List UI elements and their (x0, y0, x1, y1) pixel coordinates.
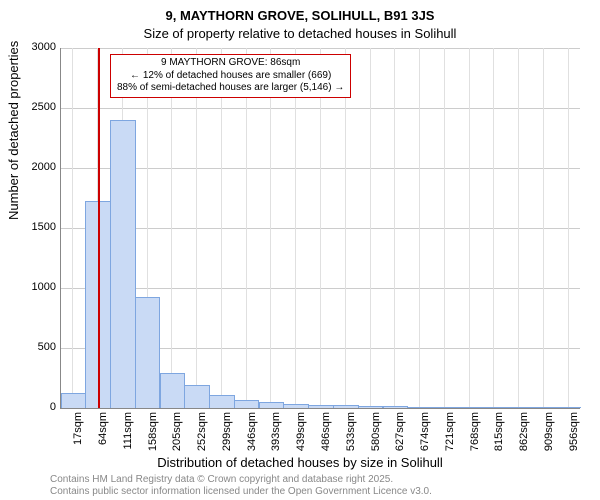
gridline-v (469, 48, 470, 408)
x-tick: 17sqm (72, 412, 73, 452)
x-tick: 439sqm (295, 412, 296, 452)
histogram-bar (234, 400, 260, 408)
gridline-v (419, 48, 420, 408)
x-axis-label: Distribution of detached houses by size … (0, 455, 600, 470)
y-axis-label: Number of detached properties (6, 41, 21, 220)
chart-area: 05001000150020002500300017sqm64sqm111sqm… (60, 48, 580, 408)
x-tick: 252sqm (196, 412, 197, 452)
x-tick: 533sqm (345, 412, 346, 452)
gridline-v (72, 48, 73, 408)
reference-line (98, 48, 100, 408)
title-subtitle: Size of property relative to detached ho… (0, 26, 600, 41)
gridline-v (394, 48, 395, 408)
gridline-v (568, 48, 569, 408)
gridline-v (221, 48, 222, 408)
gridline-v (444, 48, 445, 408)
x-tick: 674sqm (419, 412, 420, 452)
histogram-bar (209, 395, 235, 408)
footer-line-1: Contains HM Land Registry data © Crown c… (50, 474, 432, 486)
x-tick: 909sqm (543, 412, 544, 452)
annot-line: ← 12% of detached houses are smaller (66… (117, 70, 344, 83)
x-tick: 627sqm (394, 412, 395, 452)
gridline-v (345, 48, 346, 408)
gridline-v (320, 48, 321, 408)
annotation-box: 9 MAYTHORN GROVE: 86sqm← 12% of detached… (110, 54, 351, 98)
x-tick: 815sqm (493, 412, 494, 452)
y-tick: 0 (20, 401, 56, 413)
y-tick: 2500 (20, 101, 56, 113)
histogram-bar (61, 393, 87, 408)
gridline-v (518, 48, 519, 408)
x-tick: 580sqm (370, 412, 371, 452)
x-tick: 64sqm (97, 412, 98, 452)
y-tick: 2000 (20, 161, 56, 173)
x-tick: 956sqm (568, 412, 569, 452)
footer-credits: Contains HM Land Registry data © Crown c… (50, 474, 432, 498)
x-tick: 768sqm (469, 412, 470, 452)
x-tick: 393sqm (270, 412, 271, 452)
annot-line: 88% of semi-detached houses are larger (… (117, 82, 344, 95)
title-address: 9, MAYTHORN GROVE, SOLIHULL, B91 3JS (0, 8, 600, 23)
histogram-bar (160, 373, 186, 408)
footer-line-2: Contains public sector information licen… (50, 486, 432, 498)
x-tick: 158sqm (147, 412, 148, 452)
y-tick: 3000 (20, 41, 56, 53)
gridline-v (171, 48, 172, 408)
x-tick: 299sqm (221, 412, 222, 452)
x-tick: 346sqm (246, 412, 247, 452)
gridline-v (295, 48, 296, 408)
y-tick: 500 (20, 341, 56, 353)
gridline-v (270, 48, 271, 408)
y-tick: 1500 (20, 221, 56, 233)
annot-line: 9 MAYTHORN GROVE: 86sqm (117, 57, 344, 70)
histogram-bar (184, 385, 210, 408)
histogram-bar (110, 120, 136, 408)
x-tick: 862sqm (518, 412, 519, 452)
x-tick: 486sqm (320, 412, 321, 452)
gridline-v (493, 48, 494, 408)
histogram-bar (135, 297, 161, 408)
x-tick: 205sqm (171, 412, 172, 452)
gridline-v (370, 48, 371, 408)
gridline-v (196, 48, 197, 408)
x-tick: 721sqm (444, 412, 445, 452)
gridline-v (246, 48, 247, 408)
y-tick: 1000 (20, 281, 56, 293)
gridline-v (543, 48, 544, 408)
x-tick: 111sqm (122, 412, 123, 452)
